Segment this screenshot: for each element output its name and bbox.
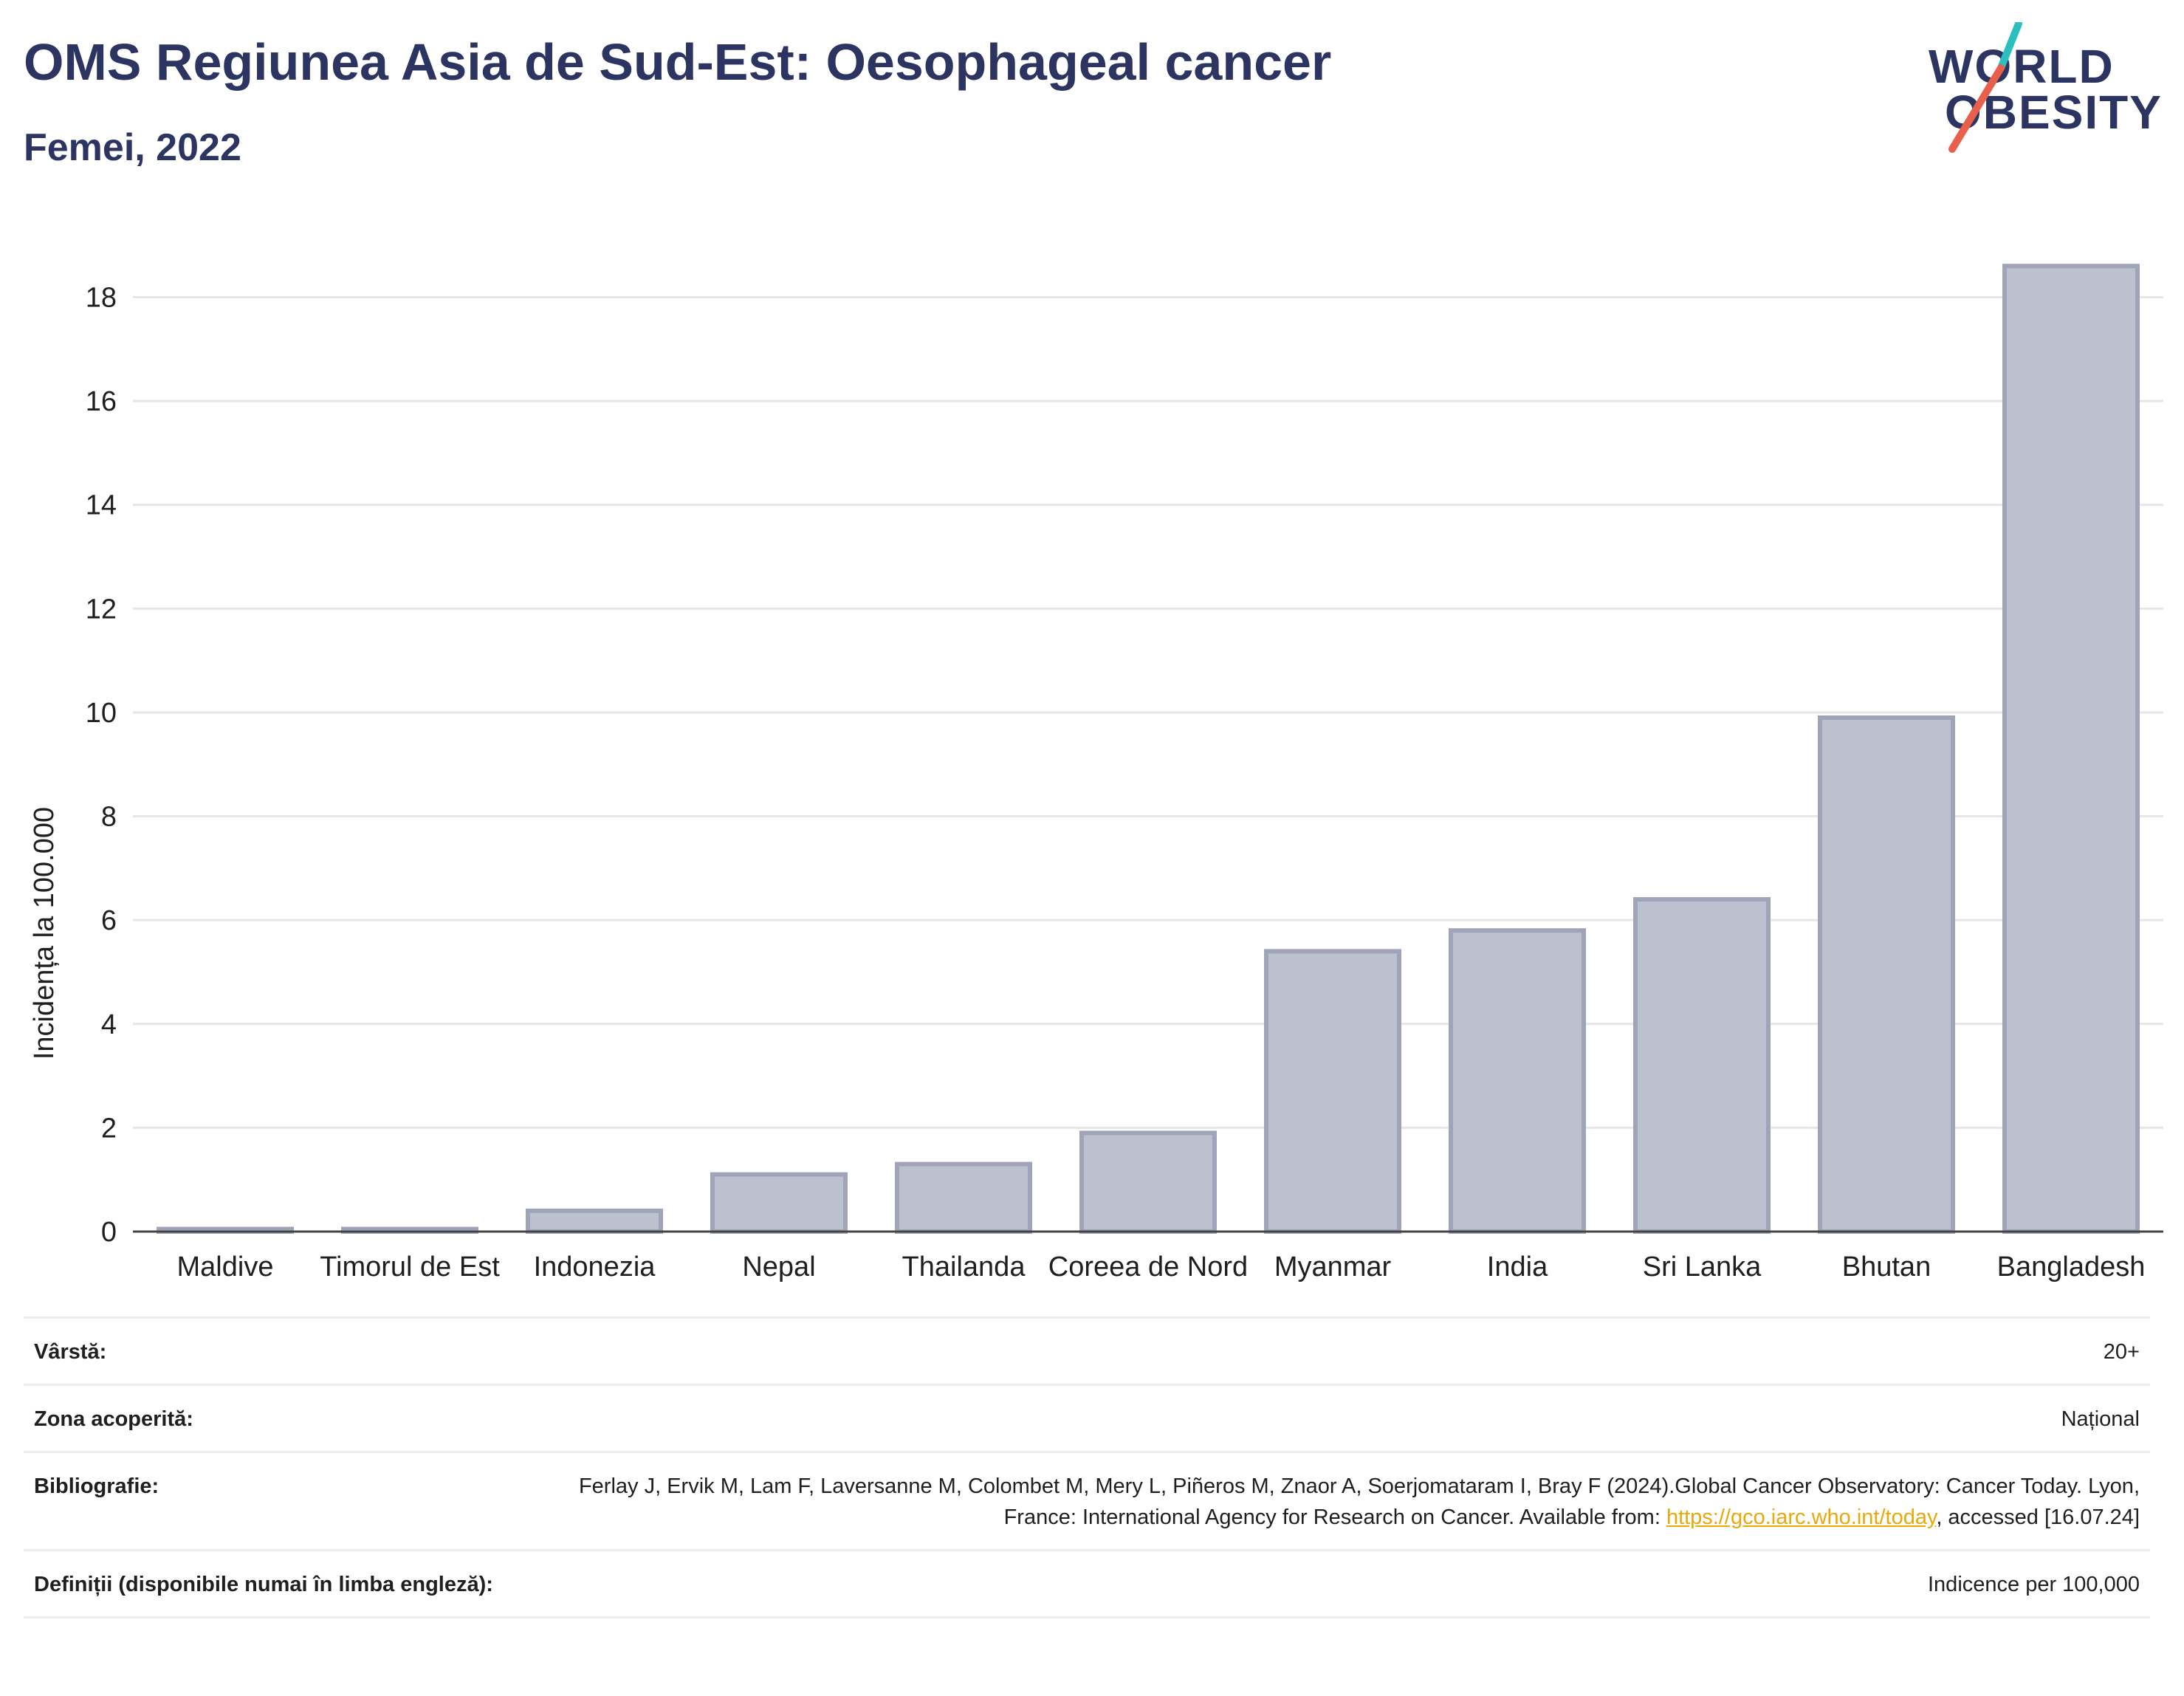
bar: [526, 1208, 663, 1235]
meta-label-bibliography: Bibliografie:: [34, 1474, 159, 1498]
world-obesity-logo[interactable]: WORLD OBESITY: [1920, 22, 2171, 155]
bibliography-link[interactable]: https://gco.iarc.who.int/today: [1666, 1506, 1937, 1529]
y-tick-label: 18: [86, 282, 117, 313]
logo-text-world: WORLD: [1929, 40, 2115, 93]
y-tick-label: 16: [86, 386, 117, 417]
meta-value-age: 20+: [2103, 1340, 2140, 1364]
axes: 0 2 4 6 8 10 12 14 16 18 Maldive Timorul de Est Indo…: [86, 282, 2163, 1283]
y-axis-label: Incidența la 100.000: [29, 807, 60, 1060]
chart-title: OMS Regiunea Asia de Sud-Est: Oesophagea…: [24, 33, 1332, 91]
x-tick-label: Indonezia: [534, 1252, 656, 1283]
bibliography-accessed: , accessed [16.07.24]: [1936, 1506, 2140, 1529]
y-tick-label: 2: [101, 1113, 117, 1144]
x-tick-label: India: [1487, 1252, 1548, 1283]
meta-label-age: Vârstă:: [34, 1340, 107, 1364]
bar: [2002, 264, 2140, 1234]
y-tick-label: 6: [101, 905, 117, 936]
y-tick-label: 14: [86, 490, 117, 521]
bar-chart: 0 2 4 6 8 10 12 14 16 18 Maldive Timorul de Est Indo…: [29, 264, 2163, 1283]
y-tick-label: 12: [86, 594, 117, 625]
x-tick-label: Timorul de Est: [320, 1252, 500, 1283]
x-tick-label: Nepal: [742, 1252, 815, 1283]
x-tick-label: Bangladesh: [1997, 1252, 2146, 1283]
meta-row-age: Vârstă: 20+: [24, 1316, 2150, 1384]
bar: [710, 1172, 848, 1234]
bibliography-text: Ferlay J, Ervik M, Lam F, Laversanne M, …: [578, 1474, 2140, 1529]
meta-row-definitions: Definiții (disponibile numai în limba en…: [24, 1549, 2150, 1618]
bar: [1818, 715, 1955, 1234]
bar: [1633, 897, 1771, 1235]
metadata-table: Vârstă: 20+ Zona acoperită: Național Bib…: [24, 1316, 2150, 1618]
meta-row-bibliography: Bibliografie: Ferlay J, Ervik M, Lam F, …: [24, 1451, 2150, 1549]
bar: [1264, 949, 1401, 1234]
meta-label-definitions: Definiții (disponibile numai în limba en…: [34, 1573, 493, 1596]
x-tick-label: Myanmar: [1274, 1252, 1392, 1283]
x-tick-label: Sri Lanka: [1643, 1252, 1762, 1283]
logo-slash-icon: [1948, 22, 2022, 153]
bars: [157, 264, 2140, 1235]
meta-row-coverage: Zona acoperită: Național: [24, 1384, 2150, 1451]
x-tick-label: Thailanda: [902, 1252, 1026, 1283]
x-tick-label: Bhutan: [1842, 1252, 1931, 1283]
bar: [1079, 1130, 1217, 1234]
bar: [1449, 928, 1586, 1234]
y-tick-label: 10: [86, 698, 117, 729]
meta-value-definitions: Indicence per 100,000: [1928, 1573, 2140, 1596]
bar: [895, 1161, 1032, 1235]
y-tick-label: 0: [101, 1217, 117, 1248]
meta-value-coverage: Național: [2061, 1407, 2140, 1431]
y-tick-label: 8: [101, 802, 117, 833]
meta-label-coverage: Zona acoperită:: [34, 1407, 193, 1431]
x-tick-label: Maldive: [177, 1252, 274, 1283]
meta-value-bibliography: Ferlay J, Ervik M, Lam F, Laversanne M, …: [506, 1471, 2140, 1533]
chart-subtitle: Femei, 2022: [24, 126, 241, 169]
y-tick-label: 4: [101, 1009, 117, 1040]
x-tick-label: Coreea de Nord: [1048, 1252, 1248, 1283]
